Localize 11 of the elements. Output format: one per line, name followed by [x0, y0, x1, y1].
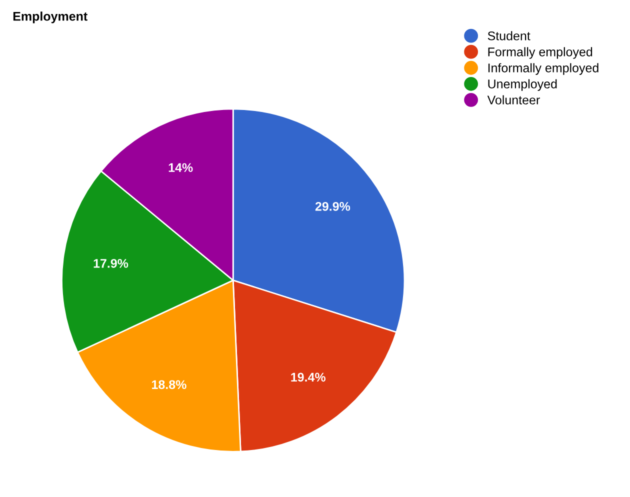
legend-label: Informally employed — [488, 63, 598, 75]
data-label: 14% — [168, 163, 193, 172]
legend-label: Formally employed — [488, 47, 592, 59]
data-label: 17.9% — [94, 258, 128, 268]
data-label: 19.4% — [291, 372, 326, 382]
data-label: 18.8% — [152, 380, 186, 390]
chart-title: Employment — [13, 12, 88, 24]
legend-label: Student — [488, 31, 530, 40]
legend-label: Volunteer — [487, 95, 540, 104]
data-label: 29.9% — [315, 202, 350, 211]
legend-label: Unemployed — [488, 79, 557, 91]
